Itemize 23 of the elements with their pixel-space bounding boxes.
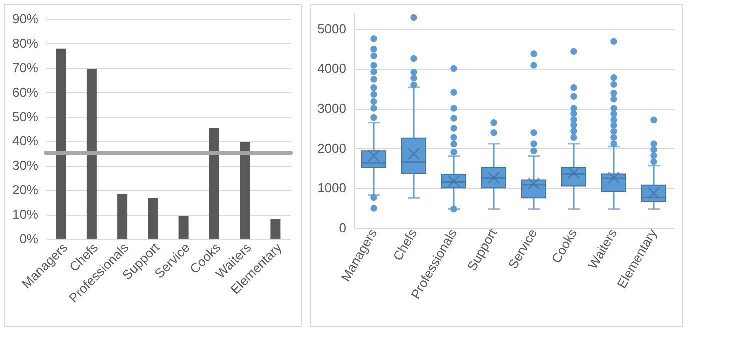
y-tick-label: 70% — [12, 60, 39, 76]
y-tick-label: 60% — [12, 84, 39, 100]
y-tick-label: 0% — [20, 232, 39, 246]
y-tick-label: 1000 — [318, 180, 346, 196]
y-tick-label: 2000 — [318, 140, 346, 156]
y-tick-label: 4000 — [318, 61, 346, 76]
y-tick-label: 20% — [12, 182, 39, 198]
y-tick-label: 50% — [12, 109, 39, 124]
y-tick-label: 10% — [12, 207, 39, 222]
y-tick-label: 80% — [12, 36, 39, 51]
bar — [118, 194, 128, 239]
y-tick-label: 30% — [12, 158, 39, 174]
bar — [56, 48, 66, 239]
y-tick-label: 40% — [12, 134, 39, 149]
bar — [178, 216, 189, 239]
y-tick-label: 3000 — [318, 101, 346, 116]
y-tick-label: 90% — [12, 12, 39, 26]
bar — [86, 69, 97, 239]
bar — [240, 142, 250, 239]
y-tick-label: 5000 — [318, 21, 346, 36]
bar — [270, 219, 281, 239]
bar — [209, 128, 220, 239]
bar — [148, 198, 158, 239]
